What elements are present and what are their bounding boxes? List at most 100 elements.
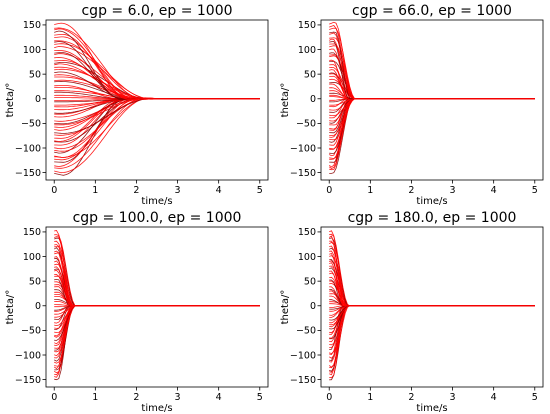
trajectory-line	[329, 240, 535, 307]
trajectory-line	[54, 43, 260, 100]
trajectory-line	[54, 244, 260, 307]
subplot-cgp-6: cgp = 6.0, ep = 1000 time/s theta/° 0 1 2 3…	[5, 3, 269, 207]
trajectory-line	[329, 98, 535, 137]
trajectory-line	[54, 305, 260, 320]
trajectory-line	[329, 265, 535, 307]
y-axis-label: theta/°	[5, 290, 16, 325]
y-axis-label: theta/°	[280, 290, 291, 325]
y-tick-label: −100	[290, 350, 316, 361]
trajectory-line	[54, 22, 260, 100]
trajectory-line	[329, 43, 535, 100]
trajectory-line	[329, 98, 535, 124]
trajectory-line	[329, 305, 535, 346]
trajectory-line	[54, 266, 260, 307]
x-tick-label: 3	[175, 185, 181, 196]
axis-ticks: 0 1 2 3 4 5 −150 −100 −50 0 50 100 150	[290, 227, 538, 403]
trajectory-line	[329, 83, 535, 100]
trajectory-line	[54, 236, 260, 307]
trajectory-line	[329, 305, 535, 330]
trajectory-line	[329, 305, 535, 379]
y-tick-label: −150	[15, 375, 41, 386]
trajectory-line	[54, 291, 260, 307]
y-tick-label: 150	[23, 20, 41, 31]
trajectory-line	[328, 98, 535, 168]
y-tick-label: 0	[35, 301, 41, 312]
trajectory-line	[329, 75, 535, 100]
trajectory-line	[329, 94, 535, 100]
trajectory-line	[329, 98, 535, 117]
x-axis-label: time/s	[141, 196, 172, 207]
y-tick-label: 0	[310, 94, 316, 105]
y-tick-label: 0	[310, 301, 316, 312]
y-axis-label: theta/°	[5, 83, 16, 118]
x-tick-label: 2	[133, 185, 139, 196]
trajectory-line	[329, 98, 535, 154]
trajectory-line	[329, 305, 535, 373]
trajectory-line	[329, 305, 535, 343]
trajectory-line	[54, 305, 260, 330]
x-tick-label: 2	[133, 392, 139, 403]
trajectory-line	[54, 305, 260, 337]
trajectory-line	[329, 282, 535, 307]
trajectory-line	[54, 305, 260, 338]
trajectory-line	[54, 278, 260, 307]
x-tick-label: 4	[491, 392, 497, 403]
y-tick-label: 50	[29, 69, 41, 80]
trajectory-line	[329, 305, 535, 356]
trajectory-line	[54, 252, 260, 307]
x-tick-label: 4	[491, 185, 497, 196]
trajectory-line	[329, 279, 535, 307]
chart-title: cgp = 180.0, ep = 1000	[348, 210, 517, 226]
trajectory-line	[329, 305, 535, 335]
trajectory-line	[329, 73, 535, 100]
trajectory-line	[329, 98, 535, 108]
trajectory-line	[329, 66, 535, 100]
trajectory-line	[329, 260, 535, 307]
x-tick-label: 2	[408, 392, 414, 403]
trajectory-lines	[54, 22, 260, 176]
trajectory-line	[53, 247, 260, 307]
trajectory-line	[54, 295, 260, 307]
trajectory-line	[54, 98, 260, 176]
trajectory-line	[329, 98, 535, 150]
y-tick-label: 150	[23, 227, 41, 238]
trajectory-line	[54, 234, 260, 307]
trajectory-line	[54, 305, 260, 327]
trajectory-line	[328, 305, 535, 359]
y-tick-label: 100	[23, 252, 41, 263]
trajectory-line	[328, 305, 535, 368]
trajectory-line	[329, 305, 535, 372]
plot-area-frame	[320, 226, 544, 388]
y-tick-label: −150	[15, 168, 41, 179]
trajectory-line	[329, 98, 535, 119]
trajectory-line	[54, 275, 260, 307]
trajectory-line	[329, 98, 535, 146]
trajectory-line	[54, 284, 260, 307]
trajectory-line	[54, 305, 260, 359]
trajectory-line	[329, 301, 535, 307]
trajectory-line	[329, 305, 535, 363]
trajectory-line	[54, 305, 260, 333]
y-tick-label: 50	[304, 69, 316, 80]
trajectory-line	[329, 305, 535, 321]
trajectory-line	[54, 256, 260, 307]
y-tick-label: −50	[296, 119, 316, 130]
trajectory-line	[54, 305, 260, 318]
trajectory-line	[329, 98, 535, 106]
trajectory-line	[53, 305, 260, 370]
trajectory-line	[54, 273, 260, 307]
chart-title: cgp = 100.0, ep = 1000	[73, 210, 242, 226]
x-tick-label: 0	[51, 392, 57, 403]
trajectory-line	[54, 98, 260, 128]
chart-title: cgp = 66.0, ep = 1000	[352, 3, 512, 19]
trajectory-line	[329, 262, 535, 307]
trajectory-line	[329, 55, 535, 100]
axis-ticks: 0 1 2 3 4 5 −150 −100 −50 0 50 100 150	[290, 20, 538, 196]
trajectory-lines	[328, 21, 535, 174]
plot-area-frame	[45, 19, 269, 181]
trajectory-line	[54, 237, 260, 307]
axis-ticks: 0 1 2 3 4 5 −150 −100 −50 0 50 100 150	[15, 227, 263, 403]
trajectory-line	[329, 92, 535, 100]
trajectory-line	[54, 305, 260, 311]
x-tick-label: 5	[532, 185, 538, 196]
